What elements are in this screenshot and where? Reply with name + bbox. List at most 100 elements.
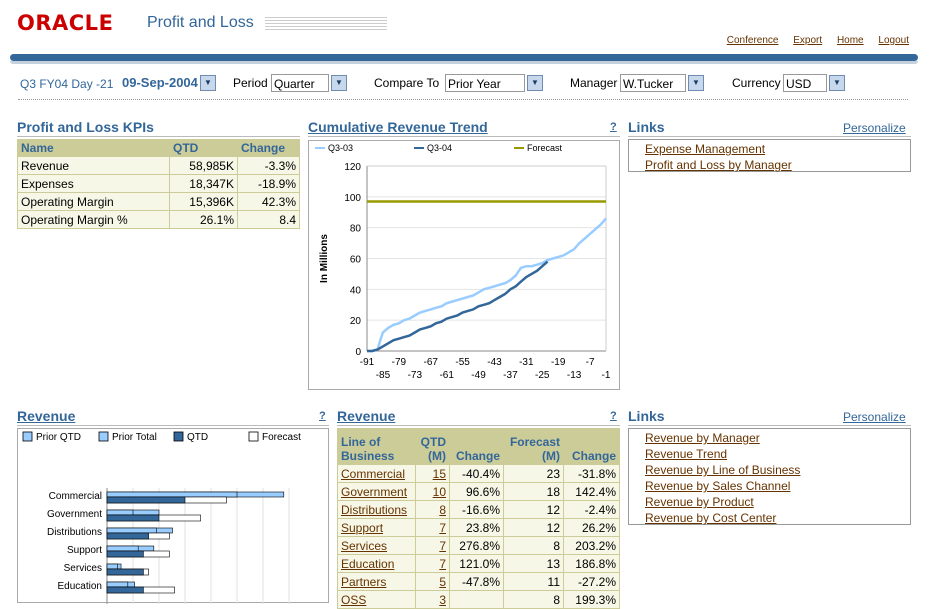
revenue-by-lob-link[interactable]: Revenue by Line of Business [645, 463, 801, 477]
lob-link[interactable]: Government [341, 484, 408, 499]
y-tick-label: 100 [344, 193, 361, 204]
y-tick-label: 120 [344, 162, 361, 173]
qtd-link[interactable]: 8 [439, 502, 446, 517]
currency-dropdown-button[interactable]: ▼ [829, 75, 845, 91]
header-bar-shadow [10, 61, 918, 64]
legend-label: Forecast [262, 432, 301, 443]
rev-forecast-cell: 11 [503, 572, 564, 591]
currency-label: Currency [732, 76, 781, 90]
chevron-down-icon: ▼ [335, 78, 343, 87]
kpi-name-cell: Revenue [17, 156, 170, 175]
as-of-label: Q3 FY04 Day -21 [20, 77, 114, 91]
qtd-bar [106, 550, 144, 558]
revenue-chart-title[interactable]: Revenue [17, 408, 76, 424]
rev-header-lob: Line of Business [337, 428, 416, 465]
currency-select[interactable]: USD [783, 74, 827, 92]
rev-header-forecast: Forecast (M) [503, 428, 564, 465]
revenue-table-help-icon[interactable]: ? [610, 410, 617, 422]
qtd-link[interactable]: 5 [439, 574, 446, 589]
manager-select[interactable]: W.Tucker [620, 74, 686, 92]
revenue-chart-help-icon[interactable]: ? [319, 410, 326, 422]
category-label: Government [47, 509, 102, 520]
section-underline [17, 425, 329, 426]
y-tick-label: 0 [355, 347, 361, 358]
revenue-table-title[interactable]: Revenue [337, 408, 396, 424]
rev-header-change: Change [449, 428, 504, 465]
revenue-by-cost-center-link[interactable]: Revenue by Cost Center [645, 511, 777, 525]
manager-dropdown-button[interactable]: ▼ [688, 75, 704, 91]
revenue-by-channel-link[interactable]: Revenue by Sales Channel [645, 479, 791, 493]
rev-forecast-cell: 8 [503, 536, 564, 555]
period-select[interactable]: Quarter [271, 74, 329, 92]
kpi-row: Operating Margin % 26.1% 8.4 [17, 210, 300, 229]
section-underline [628, 136, 911, 137]
lob-link[interactable]: Education [341, 556, 395, 571]
qtd-bar [106, 568, 144, 576]
revenue-by-product-link[interactable]: Revenue by Product [645, 495, 754, 509]
date-calendar-button[interactable]: ▼ [200, 75, 216, 91]
rev-forecast-change-cell: 186.8% [563, 554, 620, 573]
lob-link[interactable]: Partners [341, 574, 387, 589]
legend-label: Q3-04 [427, 143, 452, 153]
lob-link[interactable]: Distributions [341, 502, 408, 517]
lob-link[interactable]: Commercial [341, 466, 406, 481]
qtd-link[interactable]: 10 [432, 484, 446, 499]
rev-lob-cell: Education [337, 554, 416, 573]
compare-to-label: Compare To [374, 76, 440, 90]
rev-forecast-change-cell: 26.2% [563, 518, 620, 537]
lob-link[interactable]: Services [341, 538, 388, 553]
legend-label: Forecast [527, 143, 563, 153]
qtd-bar [106, 514, 160, 522]
personalize-link[interactable]: Personalize [843, 121, 906, 135]
rev-forecast-cell: 8 [503, 590, 564, 609]
logout-link[interactable]: Logout [878, 35, 909, 46]
compare-dropdown-button[interactable]: ▼ [527, 75, 543, 91]
qtd-link[interactable]: 7 [439, 520, 446, 535]
revenue-by-manager-link[interactable]: Revenue by Manager [645, 431, 760, 445]
kpi-change-cell: -3.3% [237, 156, 300, 175]
qtd-link[interactable]: 3 [439, 592, 446, 607]
kpi-row: Revenue 58,985K -3.3% [17, 156, 300, 175]
rev-forecast-change-cell: -2.4% [563, 500, 620, 519]
x-tick-label: -91 [360, 357, 375, 368]
revenue-chart-frame: Prior QTD Prior Total QTD Forecast Commercia… [17, 428, 329, 604]
pl-by-manager-link[interactable]: Profit and Loss by Manager [645, 158, 792, 172]
rev-header-qtd: QTD (M) [415, 428, 450, 465]
legend-swatch [98, 431, 109, 442]
kpi-change-cell: 8.4 [237, 210, 300, 229]
export-link[interactable]: Export [793, 35, 823, 46]
x-tick-label: -13 [567, 370, 582, 381]
lob-link[interactable]: Support [341, 520, 384, 535]
revenue-trend-link[interactable]: Revenue Trend [645, 447, 728, 461]
home-link[interactable]: Home [836, 35, 864, 46]
revenue-row: Services 7 276.8% 8 203.2% [337, 536, 620, 555]
personalize-link-2[interactable]: Personalize [843, 410, 906, 424]
compare-to-select[interactable]: Prior Year [445, 74, 525, 92]
revenue-table: Line of Business QTD (M) Change Forecast… [337, 428, 620, 609]
links-title: Links [628, 119, 665, 135]
legend-swatch [173, 431, 184, 442]
q3-03-line [367, 217, 607, 353]
qtd-link[interactable]: 15 [432, 466, 446, 481]
qtd-link[interactable]: 7 [439, 556, 446, 571]
global-links: Conference Export Home Logout [715, 35, 909, 46]
kpi-header-change: Change [237, 139, 300, 157]
kpi-qtd-cell: 18,347K [169, 174, 238, 193]
revenue-row: OSS 3 8 199.3% [337, 590, 620, 609]
qtd-bar [106, 586, 144, 594]
section-underline [628, 425, 911, 426]
qtd-link[interactable]: 7 [439, 538, 446, 553]
manager-label: Manager [570, 76, 618, 90]
trend-chart: Q3-03 Q3-04 Forecast 0 20 40 60 80 100 120 In Mill… [315, 143, 611, 381]
as-of-date[interactable]: 09-Sep-2004 [122, 75, 198, 90]
conference-link[interactable]: Conference [726, 35, 779, 46]
trend-help-icon[interactable]: ? [610, 121, 617, 133]
expense-management-link[interactable]: Expense Management [645, 142, 766, 156]
y-tick-label: 40 [350, 285, 362, 296]
rev-change-cell: -40.4% [449, 464, 504, 483]
trend-title[interactable]: Cumulative Revenue Trend [308, 119, 488, 135]
period-dropdown-button[interactable]: ▼ [331, 75, 347, 91]
x-tick-label: -31 [519, 357, 534, 368]
lob-link[interactable]: OSS [341, 592, 367, 607]
section-underline [337, 425, 620, 426]
